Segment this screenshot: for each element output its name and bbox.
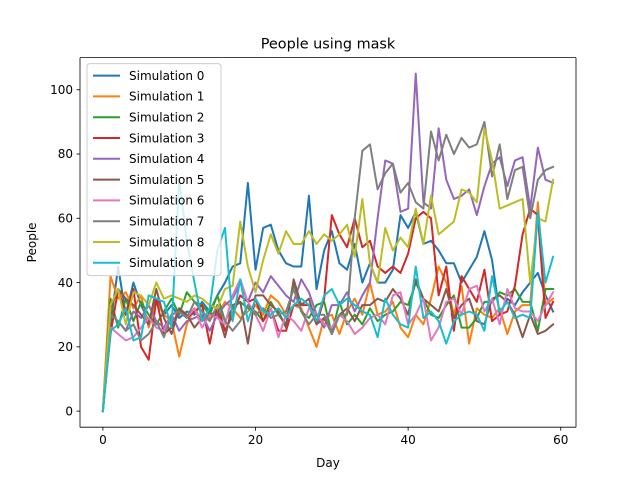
legend-label-simulation-6: Simulation 6 (129, 194, 204, 208)
x-axis-label: Day (316, 456, 340, 470)
y-tick-label: 60 (58, 211, 73, 225)
x-tick-label: 40 (400, 433, 415, 447)
legend-label-simulation-0: Simulation 0 (129, 69, 204, 83)
y-ticks: 0 20 40 60 80 100 (50, 83, 80, 418)
legend-box (86, 63, 222, 277)
y-tick-label: 40 (58, 276, 73, 290)
x-ticks: 0 20 40 60 (99, 427, 568, 447)
legend-label-simulation-4: Simulation 4 (129, 152, 204, 166)
x-tick-label: 60 (553, 433, 568, 447)
y-tick-label: 20 (58, 340, 73, 354)
legend-label-simulation-1: Simulation 1 (129, 90, 204, 104)
y-axis-label: People (25, 222, 39, 262)
y-tick-label: 0 (65, 404, 73, 418)
series-line-simulation-8 (101, 127, 555, 413)
series-line-simulation-4 (101, 72, 555, 413)
series-layer (101, 72, 555, 413)
legend: Simulation 0 Simulation 1 Simulation 2 Simu… (86, 63, 222, 277)
y-tick-label: 80 (58, 147, 73, 161)
legend-label-simulation-8: Simulation 8 (129, 235, 204, 249)
legend-label-simulation-3: Simulation 3 (129, 131, 204, 145)
legend-label-simulation-7: Simulation 7 (129, 215, 204, 229)
axes-frame (79, 57, 577, 428)
legend-label-simulation-2: Simulation 2 (129, 111, 204, 125)
chart-title: People using mask (261, 37, 396, 53)
x-tick-label: 20 (248, 433, 263, 447)
legend-label-simulation-9: Simulation 9 (129, 256, 204, 270)
x-tick-label: 0 (99, 433, 107, 447)
y-tick-label: 100 (50, 83, 73, 97)
series-line-simulation-7 (101, 120, 555, 413)
legend-label-simulation-5: Simulation 5 (129, 173, 204, 187)
